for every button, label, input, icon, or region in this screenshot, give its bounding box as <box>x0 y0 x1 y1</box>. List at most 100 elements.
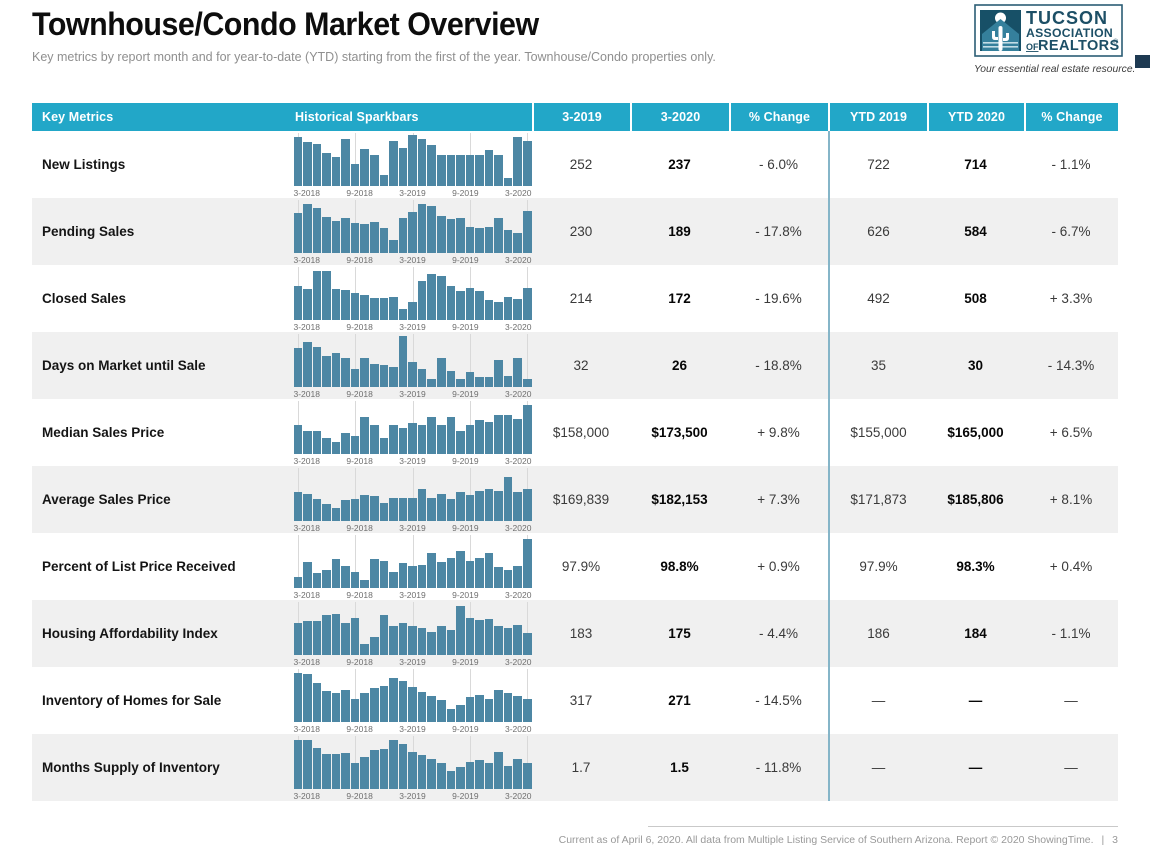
sparkbar-chart: 3-2018 9-2018 3-2019 9-2019 3-2020 <box>293 333 532 399</box>
sparkbar-axis-labels: 3-2018 9-2018 3-2019 9-2019 3-2020 <box>294 657 532 667</box>
footer-divider-line <box>648 826 1118 827</box>
sparkbar-bar <box>293 425 303 454</box>
value-ytd-2020: $185,806 <box>947 492 1004 507</box>
sparkbar-axis-label: 3-2020 <box>505 790 532 801</box>
metric-label: Days on Market until Sale <box>42 358 206 373</box>
sparkbar-axis-label: 3-2019 <box>399 388 426 399</box>
table-header-row: Key Metrics Historical Sparkbars 3-2019 … <box>32 103 1118 131</box>
sparkbar-bar <box>513 492 522 521</box>
sparkbar-bar <box>312 573 322 588</box>
sparkbar-bars <box>293 470 532 521</box>
sparkbar-bar <box>465 372 475 387</box>
sparkbar-bar <box>322 216 331 253</box>
sparkbar-bar <box>331 613 341 655</box>
sparkbar-bar <box>398 563 408 588</box>
table-row: Days on Market until Sale 3-2018 9-2018 3-… <box>32 332 1118 399</box>
sparkbar-bar <box>379 298 389 320</box>
sparkbar-bar <box>312 499 322 521</box>
sparkbar-bar <box>427 144 436 186</box>
sparkbar-bar <box>475 490 484 521</box>
metric-label: Inventory of Homes for Sale <box>42 693 222 708</box>
sparkbar-bar <box>436 626 446 655</box>
sparkbar-axis-label: 3-2020 <box>505 455 532 466</box>
sparkbar-axis-label: 3-2019 <box>399 187 426 198</box>
value-month-2020: $173,500 <box>651 425 708 440</box>
sparkbar-bar <box>389 740 398 789</box>
sparkbar-cell: 3-2018 9-2018 3-2019 9-2019 3-2020 <box>285 466 532 533</box>
sparkbar-bar <box>360 148 369 186</box>
sparkbar-bar <box>427 552 436 588</box>
sparkbar-bar <box>331 288 341 320</box>
sparkbar-bar <box>475 694 484 722</box>
sparkbar-bar <box>293 740 303 789</box>
value-month-2019: 183 <box>569 626 593 641</box>
sparkbar-bar <box>370 496 379 521</box>
sparkbar-bar <box>456 550 465 588</box>
sparkbar-bar <box>303 562 312 588</box>
sparkbar-bars <box>293 537 532 588</box>
value-pct-change-ytd: — <box>1064 693 1078 708</box>
sparkbar-bar <box>312 430 322 454</box>
sparkbar-bar <box>436 425 446 454</box>
sparkbar-bar <box>523 763 532 789</box>
sparkbar-bar <box>293 286 303 320</box>
sparkbar-bar <box>475 291 484 320</box>
logo-registered-mark: ® <box>1113 38 1119 46</box>
value-ytd-2020: — <box>968 760 983 775</box>
value-month-2020: 172 <box>668 291 691 306</box>
value-pct-change-month: - 14.5% <box>755 693 802 708</box>
sparkbar-bar <box>293 673 303 722</box>
page-title: Townhouse/Condo Market Overview <box>32 6 539 42</box>
sparkbar-bar <box>408 626 417 655</box>
sparkbar-bar <box>475 557 484 588</box>
sparkbar-bar <box>379 560 389 588</box>
sparkbar-bar <box>503 296 513 320</box>
sparkbar-bars <box>293 738 532 789</box>
sparkbar-axis-label: 3-2018 <box>293 254 320 265</box>
sparkbar-bar <box>494 359 503 387</box>
sparkbar-bar <box>370 688 379 722</box>
sparkbar-bar <box>408 566 417 588</box>
sparkbar-axis-label: 9-2018 <box>346 455 373 466</box>
value-pct-change-month: + 9.8% <box>757 425 800 440</box>
sparkbar-bar <box>503 415 513 454</box>
sparkbar-bar <box>513 696 522 722</box>
sparkbar-cell: 3-2018 9-2018 3-2019 9-2019 3-2020 <box>285 600 532 667</box>
sparkbar-bar <box>523 405 532 454</box>
sparkbar-bar <box>331 442 341 454</box>
sparkbar-bar <box>475 154 484 186</box>
sparkbar-cell: 3-2018 9-2018 3-2019 9-2019 3-2020 <box>285 667 532 734</box>
value-ytd-2019: 97.9% <box>828 533 927 600</box>
sparkbar-bar <box>341 289 350 320</box>
sparkbar-bar <box>446 219 456 253</box>
sparkbar-bar <box>379 438 389 454</box>
sparkbar-bar <box>341 358 350 387</box>
sparkbar-bar <box>436 154 446 186</box>
value-pct-change-ytd: - 1.1% <box>1051 157 1091 172</box>
column-header-3-2020: 3-2020 <box>630 103 729 131</box>
sparkbar-bar <box>503 765 513 789</box>
sparkbar-bar <box>503 177 513 186</box>
table-row: New Listings 3-2018 9-2018 3-2019 9-2019 3-2… <box>32 131 1118 198</box>
sparkbar-bar <box>456 767 465 789</box>
sparkbar-axis-label: 9-2018 <box>346 656 373 667</box>
sparkbar-chart: 3-2018 9-2018 3-2019 9-2019 3-2020 <box>293 668 532 734</box>
logo-line1: TUCSON <box>1026 8 1108 28</box>
sparkbar-bar <box>513 233 522 253</box>
sparkbar-bar <box>513 566 522 588</box>
footer-page-number: 3 <box>1112 834 1118 846</box>
sparkbar-bar <box>379 228 389 253</box>
value-month-2020: 271 <box>668 693 691 708</box>
sparkbar-bar <box>398 147 408 186</box>
logo-line2: ASSOCIATION <box>1026 26 1113 40</box>
sparkbar-bar <box>370 425 379 454</box>
value-ytd-2019: $171,873 <box>828 466 927 533</box>
sparkbar-bar <box>360 644 369 655</box>
sparkbar-bar <box>370 750 379 789</box>
sparkbar-bar <box>484 552 494 588</box>
value-ytd-2019: 35 <box>828 332 927 399</box>
table-row: Months Supply of Inventory 3-2018 9-2018 3… <box>32 734 1118 801</box>
sparkbar-bar <box>427 631 436 655</box>
sparkbar-bar <box>446 286 456 320</box>
sparkbar-axis-label: 9-2018 <box>346 321 373 332</box>
